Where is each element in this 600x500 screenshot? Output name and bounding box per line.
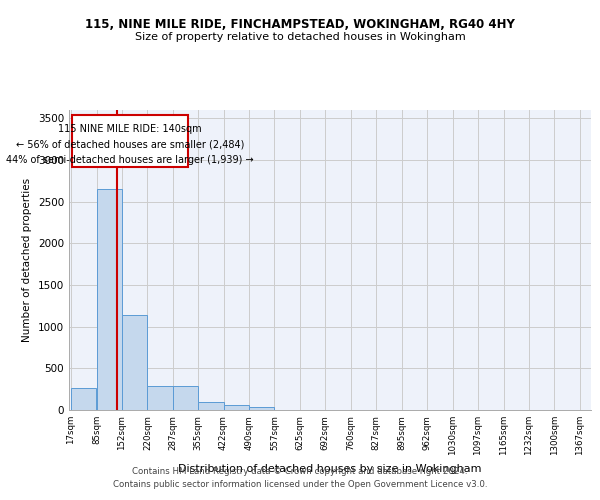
Text: ← 56% of detached houses are smaller (2,484): ← 56% of detached houses are smaller (2,… (16, 140, 244, 150)
Y-axis label: Number of detached properties: Number of detached properties (22, 178, 32, 342)
Bar (249, 407, 274, 410)
Text: Contains HM Land Registry data © Crown copyright and database right 2024.: Contains HM Land Registry data © Crown c… (132, 467, 468, 476)
FancyBboxPatch shape (72, 115, 188, 166)
Text: 115, NINE MILE RIDE, FINCHAMPSTEAD, WOKINGHAM, RG40 4HY: 115, NINE MILE RIDE, FINCHAMPSTEAD, WOKI… (85, 18, 515, 30)
Text: Size of property relative to detached houses in Wokingham: Size of property relative to detached ho… (134, 32, 466, 42)
Bar (71, 388, 96, 410)
Text: Contains public sector information licensed under the Open Government Licence v3: Contains public sector information licen… (113, 480, 487, 489)
Text: 44% of semi-detached houses are larger (1,939) →: 44% of semi-detached houses are larger (… (6, 155, 254, 165)
Text: 115 NINE MILE RIDE: 140sqm: 115 NINE MILE RIDE: 140sqm (58, 124, 202, 134)
X-axis label: Distribution of detached houses by size in Wokingham: Distribution of detached houses by size … (178, 464, 482, 473)
Bar (224, 406, 249, 410)
Bar (198, 402, 224, 410)
Bar (97, 189, 122, 410)
Bar (148, 386, 173, 410)
Bar (122, 315, 147, 410)
Bar (173, 386, 198, 410)
